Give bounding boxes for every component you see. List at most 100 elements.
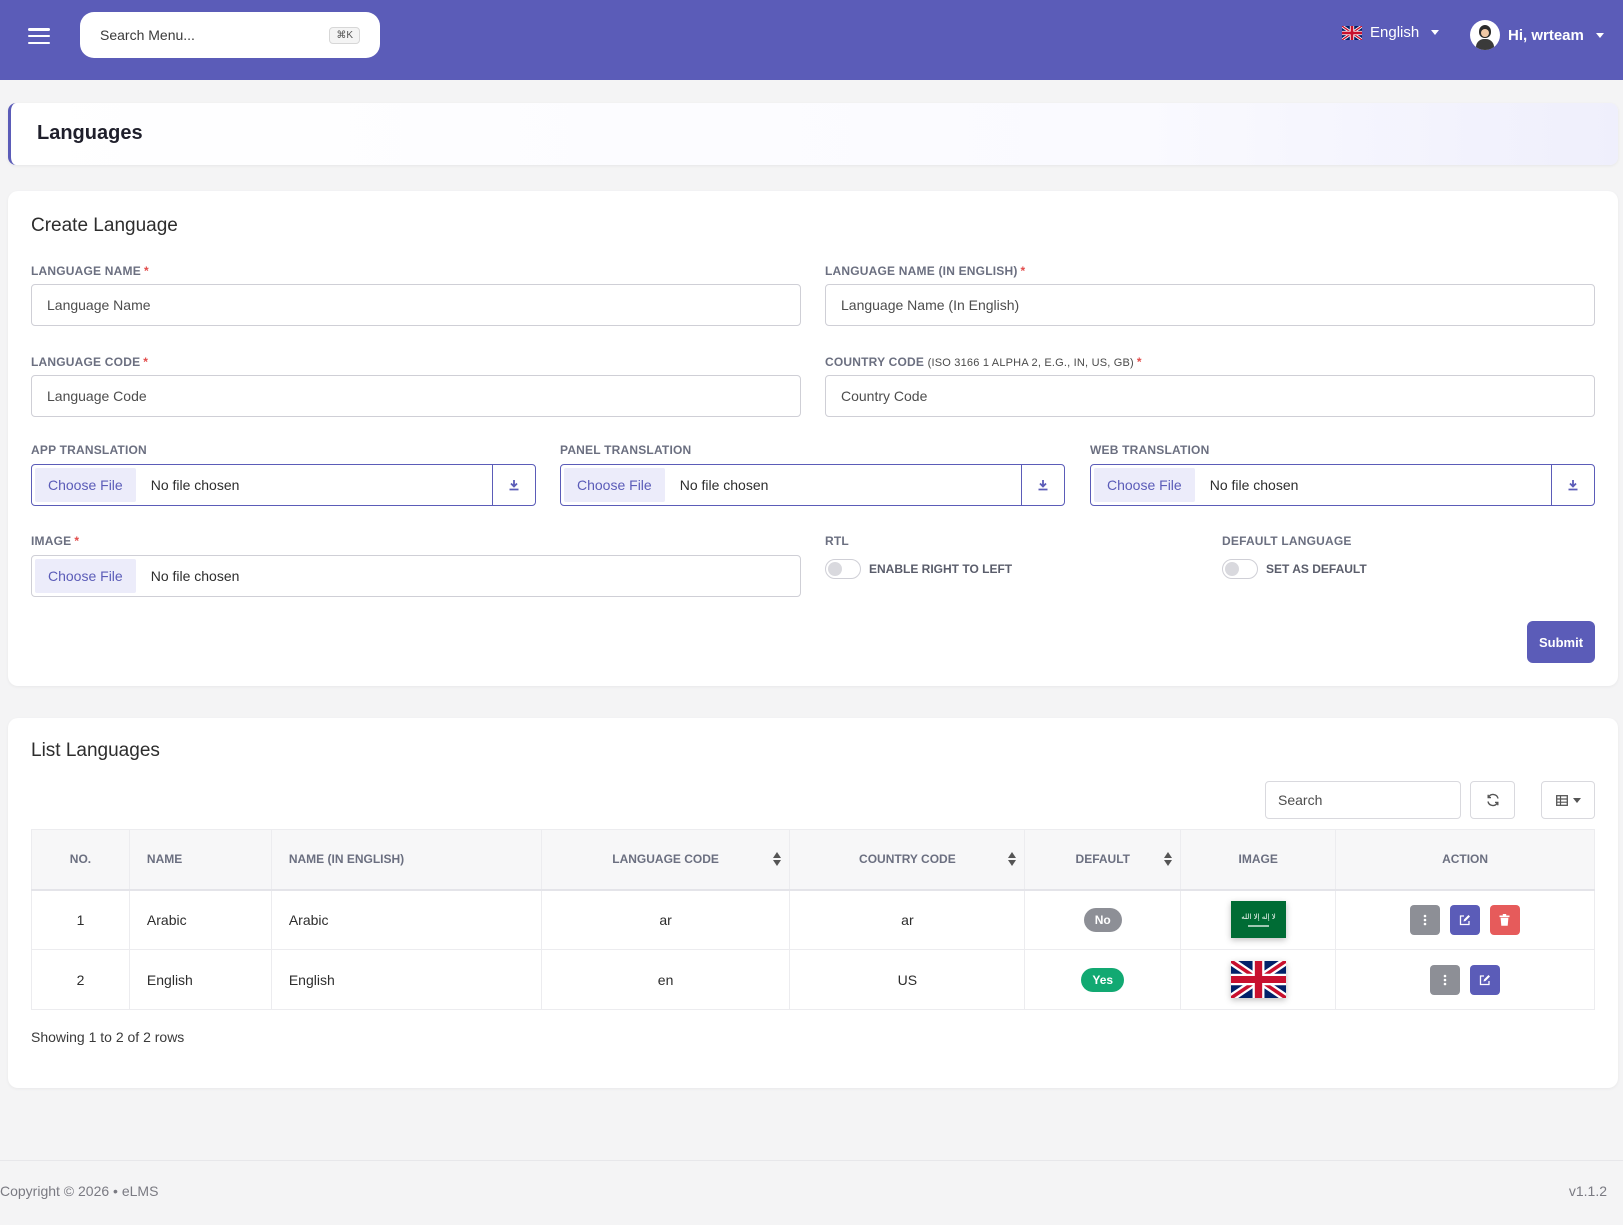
edit-icon [1459,914,1471,925]
language-code-label: LANGUAGE CODE * [31,355,149,369]
search-menu-placeholder: Search Menu... [100,27,195,43]
copyright-text: Copyright © 2026 • eLMS [0,1183,159,1199]
refresh-button[interactable] [1470,781,1515,819]
set-default-toggle[interactable] [1222,559,1258,579]
col-default[interactable]: DEFAULT [1024,829,1182,891]
more-options-button[interactable] [1430,964,1461,995]
more-vertical-icon [1443,974,1447,985]
country-code-placeholder: Country Code [841,388,928,404]
list-languages-card: List Languages Search NO. NAME NAME (IN … [8,718,1618,1088]
languages-table: NO. NAME NAME (IN ENGLISH) LANGUAGE CODE… [31,829,1595,1010]
choose-file-button[interactable]: Choose File [35,559,136,593]
table-search-placeholder: Search [1278,792,1323,808]
col-language-code[interactable]: LANGUAGE CODE [541,829,791,891]
saudi-arabia-flag-icon: لا إله إلا الله [1230,901,1286,939]
menu-toggle-icon[interactable] [28,26,50,46]
col-name-en: NAME (IN ENGLISH) [271,829,542,891]
table-search-input[interactable]: Search [1265,781,1461,819]
pagination-info: Showing 1 to 2 of 2 rows [31,1029,185,1045]
language-name-en-placeholder: Language Name (In English) [841,297,1020,313]
shortcut-hint: ⌘K [329,26,360,44]
search-menu-input[interactable]: Search Menu... ⌘K [80,12,380,58]
avatar [1470,20,1500,50]
col-country-code[interactable]: COUNTRY CODE [789,829,1026,891]
cell-no: 2 [31,949,130,1010]
app-translation-label: APP TRANSLATION [31,443,147,457]
columns-toggle-button[interactable] [1541,781,1595,819]
no-file-text: No file chosen [150,477,240,493]
language-name-en-input[interactable]: Language Name (In English) [825,284,1595,326]
image-label: IMAGE * [31,534,80,548]
language-name-input[interactable]: Language Name [31,284,801,326]
submit-button[interactable]: Submit [1527,621,1595,663]
cell-language-code: ar [541,889,791,950]
no-file-text: No file chosen [150,568,240,584]
download-icon [509,480,519,491]
col-action: ACTION [1335,829,1595,891]
footer: Copyright © 2026 • eLMS v1.1.2 [0,1160,1623,1225]
no-file-text: No file chosen [679,477,769,493]
col-image: IMAGE [1180,829,1337,891]
choose-file-button[interactable]: Choose File [35,468,136,502]
edit-button[interactable] [1450,904,1481,935]
chevron-down-icon [1431,30,1440,35]
language-dropdown[interactable]: English [1342,24,1440,41]
sort-icon [773,852,782,866]
edit-icon [1479,974,1490,985]
cell-no: 1 [31,889,130,950]
col-name: NAME [129,829,272,891]
download-web-translation-button[interactable] [1551,465,1594,505]
download-icon [1038,480,1048,491]
user-greeting: Hi, wrteam [1508,26,1584,44]
trash-icon [1499,913,1510,926]
cell-name-en: Arabic [271,889,542,950]
cell-language-code: en [541,949,791,1010]
default-badge: No [1083,907,1122,932]
web-translation-file-input[interactable]: Choose File No file chosen [1090,464,1595,506]
table-header-row: NO. NAME NAME (IN ENGLISH) LANGUAGE CODE… [31,829,1595,891]
top-navbar: Search Menu... ⌘K English Hi, wrteam [0,0,1623,80]
language-code-placeholder: Language Code [47,388,147,404]
col-no: NO. [31,829,130,891]
choose-file-button[interactable]: Choose File [564,468,665,502]
panel-translation-label: PANEL TRANSLATION [560,443,692,457]
cell-name: English [129,949,272,1010]
delete-button[interactable] [1489,904,1520,935]
united-kingdom-flag-icon [1230,961,1286,998]
rtl-label: RTL [825,534,849,548]
choose-file-button[interactable]: Choose File [1094,468,1195,502]
table-columns-icon [1555,794,1568,806]
sort-icon [1164,852,1173,866]
no-file-text: No file chosen [1209,477,1299,493]
rtl-toggle-label: ENABLE RIGHT TO LEFT [869,562,1013,576]
download-panel-translation-button[interactable] [1021,465,1064,505]
edit-button[interactable] [1470,964,1500,995]
cell-name: Arabic [129,889,272,950]
page-title: Languages [37,122,143,144]
version-text: v1.1.2 [1568,1183,1607,1199]
chevron-down-icon [1595,32,1604,38]
country-code-input[interactable]: Country Code [825,375,1595,417]
image-file-input[interactable]: Choose File No file chosen [31,555,801,597]
sort-icon [1008,852,1017,866]
language-code-input[interactable]: Language Code [31,375,801,417]
user-menu[interactable]: Hi, wrteam [1470,20,1604,50]
more-vertical-icon [1423,914,1427,926]
flag-calligraphy: لا إله إلا الله [1241,913,1276,921]
uk-flag-icon [1342,25,1362,40]
panel-translation-file-input[interactable]: Choose File No file chosen [560,464,1065,506]
download-app-translation-button[interactable] [492,465,535,505]
cell-country-code: ar [789,889,1026,950]
default-language-label: DEFAULT LANGUAGE [1222,534,1352,548]
cell-country-code: US [789,949,1026,1010]
cell-name-en: English [271,949,542,1010]
app-translation-file-input[interactable]: Choose File No file chosen [31,464,536,506]
create-language-card: Create Language LANGUAGE NAME * Language … [8,191,1618,686]
country-code-label: COUNTRY CODE (ISO 3166 1 ALPHA 2, E.G., … [825,355,1142,369]
page-title-bar: Languages [8,103,1618,165]
table-row: 2 English English en US Yes [31,949,1595,1010]
list-languages-title: List Languages [31,740,160,761]
rtl-toggle[interactable] [825,559,861,579]
set-default-toggle-label: SET AS DEFAULT [1266,562,1367,576]
more-options-button[interactable] [1410,904,1441,935]
